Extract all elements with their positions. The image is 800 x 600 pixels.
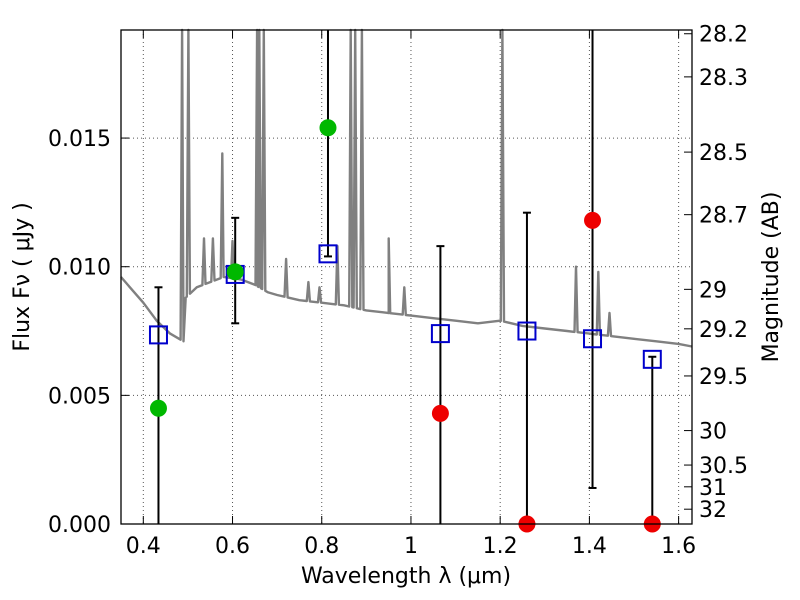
x-tick-label: 1.2	[483, 534, 518, 559]
observed-flux-marker	[226, 263, 244, 281]
model-flux-marker	[318, 244, 338, 264]
magnitude-tick-label: 29.2	[699, 318, 748, 343]
x-tick-label: 0.8	[304, 534, 339, 559]
model-photometry-markers	[148, 244, 662, 369]
magnitude-tick-label: 29	[699, 278, 727, 303]
grid-lines	[121, 30, 692, 525]
magnitude-tick-label: 28.2	[699, 23, 748, 48]
model-flux-marker	[583, 329, 603, 349]
error-bars	[154, 30, 657, 524]
x-tick-label: 1	[404, 534, 418, 559]
x-axis-ticks: 0.4 0.6 0.8 1 1.2 1.4 1.6	[126, 30, 696, 559]
x-tick-label: 0.4	[126, 534, 161, 559]
y-tick-label: 0.005	[48, 384, 111, 409]
sed-spectrum-line	[120, 28, 693, 348]
model-flux-marker	[642, 349, 662, 369]
x-axis-label: Wavelength λ (μm)	[301, 564, 511, 589]
model-flux-marker	[430, 324, 450, 344]
magnitude-tick-label: 30.5	[699, 454, 748, 479]
magnitude-tick-label: 29.5	[699, 365, 748, 390]
magnitude-tick-label: 28.5	[699, 141, 748, 166]
x-tick-label: 1.6	[661, 534, 696, 559]
observed-flux-marker	[584, 211, 602, 229]
model-flux-marker	[517, 321, 537, 341]
y-axis-ticks: 0.000 0.005 0.010 0.015	[48, 127, 129, 538]
x-tick-label: 1.4	[572, 534, 607, 559]
sed-spectrum	[120, 28, 693, 348]
y-tick-label: 0.000	[48, 513, 111, 538]
magnitude-tick-label: 28.7	[699, 204, 748, 229]
model-flux-marker	[148, 325, 168, 345]
y-axis-label: Flux Fν ( μJy )	[10, 202, 35, 351]
magnitude-tick-label: 30	[699, 420, 727, 445]
y-tick-label: 0.010	[48, 256, 111, 281]
observed-flux-marker	[319, 119, 337, 137]
magnitude-axis-label: Magnitude (AB)	[759, 192, 784, 363]
observed-photometry-markers	[149, 119, 661, 533]
observed-flux-marker	[149, 399, 167, 417]
x-tick-label: 0.6	[215, 534, 250, 559]
magnitude-tick-label: 28.3	[699, 66, 748, 91]
observed-flux-marker	[431, 404, 449, 422]
plot-frame	[120, 29, 693, 525]
magnitude-tick-label: 32	[699, 498, 727, 523]
y-tick-label: 0.015	[48, 127, 111, 152]
magnitude-tick-label: 31	[699, 476, 727, 501]
